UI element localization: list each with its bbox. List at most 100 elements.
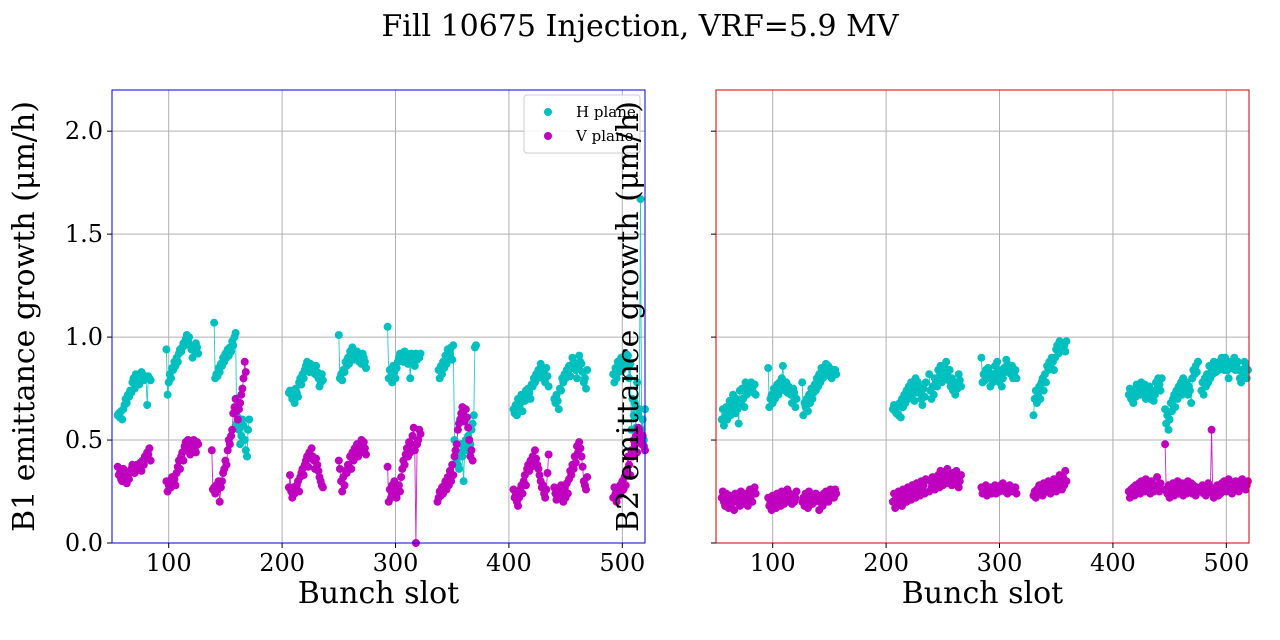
- data-point-h-plane: [1062, 337, 1071, 346]
- data-point-v-plane: [569, 464, 578, 473]
- data-point-v-plane: [392, 493, 401, 502]
- data-point-v-plane: [544, 450, 553, 459]
- x-tick-label: 300: [977, 549, 1023, 577]
- data-point-h-plane: [526, 394, 535, 403]
- data-point-h-plane: [993, 357, 1002, 366]
- data-point-h-plane: [583, 366, 592, 374]
- data-point-h-plane: [1194, 357, 1202, 366]
- data-point-v-plane: [194, 440, 203, 449]
- data-point-v-plane: [139, 460, 148, 469]
- data-point-v-plane: [299, 471, 308, 480]
- data-point-v-plane: [957, 471, 965, 480]
- data-point-h-plane: [392, 364, 401, 372]
- b1-ticks: 100 200 300 400 500 0.0 0.5 1.0 1.5 2.0: [65, 117, 645, 577]
- data-point-v-plane: [394, 481, 403, 490]
- data-point-v-plane: [1156, 479, 1165, 488]
- data-point-h-plane: [1156, 386, 1165, 395]
- data-point-v-plane: [1012, 489, 1021, 498]
- data-point-h-plane: [919, 384, 928, 393]
- data-point-v-plane: [215, 497, 224, 506]
- data-point-v-plane: [452, 440, 461, 449]
- data-point-v-plane: [218, 477, 226, 486]
- data-point-h-plane: [244, 425, 253, 434]
- data-point-h-plane: [750, 380, 759, 389]
- data-point-h-plane: [1224, 374, 1233, 383]
- data-point-h-plane: [998, 374, 1007, 383]
- data-point-v-plane: [571, 458, 580, 467]
- data-point-v-plane: [334, 456, 343, 465]
- data-point-v-plane: [318, 483, 327, 492]
- data-point-h-plane: [1149, 396, 1158, 405]
- b1-points: [113, 195, 649, 547]
- data-point-h-plane: [1171, 403, 1180, 412]
- data-point-h-plane: [1049, 366, 1058, 374]
- data-point-v-plane: [468, 456, 477, 465]
- legend-label-v-plane: V plane: [575, 127, 634, 145]
- data-point-v-plane: [236, 399, 245, 407]
- data-point-h-plane: [554, 405, 563, 414]
- y-tick-label: 1.5: [65, 220, 103, 248]
- data-point-v-plane: [144, 450, 153, 459]
- data-point-h-plane: [334, 331, 343, 339]
- data-point-v-plane: [228, 425, 237, 434]
- data-point-h-plane: [719, 421, 728, 430]
- data-point-v-plane: [630, 440, 639, 449]
- data-point-h-plane: [832, 370, 841, 379]
- data-point-h-plane: [997, 382, 1006, 391]
- data-point-h-plane: [445, 349, 454, 358]
- data-point-v-plane: [575, 438, 584, 447]
- data-point-h-plane: [1011, 366, 1020, 374]
- data-point-v-plane: [119, 464, 128, 473]
- data-point-h-plane: [1233, 357, 1242, 366]
- data-point-v-plane: [222, 460, 231, 469]
- data-point-h-plane: [557, 386, 566, 395]
- b1-legend: H plane V plane: [523, 94, 641, 154]
- data-point-v-plane: [359, 438, 368, 447]
- data-point-h-plane: [290, 399, 299, 407]
- data-point-v-plane: [1062, 477, 1071, 486]
- data-point-h-plane: [566, 372, 575, 381]
- data-point-v-plane: [943, 464, 952, 473]
- data-point-h-plane: [626, 359, 635, 368]
- data-point-h-plane: [575, 351, 584, 360]
- data-point-v-plane: [295, 487, 304, 496]
- data-point-h-plane: [469, 411, 478, 420]
- data-point-h-plane: [1042, 378, 1050, 387]
- data-point-h-plane: [896, 413, 905, 422]
- data-point-h-plane: [1029, 411, 1038, 420]
- data-point-v-plane: [313, 460, 322, 469]
- data-point-v-plane: [312, 454, 321, 463]
- data-point-v-plane: [518, 489, 527, 498]
- data-point-h-plane: [317, 370, 326, 379]
- x-tick-label: 400: [1090, 549, 1136, 577]
- data-point-v-plane: [216, 483, 225, 492]
- data-point-h-plane: [951, 390, 960, 399]
- data-point-v-plane: [447, 477, 456, 486]
- data-point-h-plane: [299, 374, 308, 383]
- data-point-h-plane: [1243, 366, 1252, 374]
- data-point-h-plane: [954, 370, 963, 379]
- data-point-h-plane: [1237, 378, 1246, 387]
- data-point-v-plane: [239, 374, 248, 383]
- data-point-v-plane: [582, 485, 590, 494]
- data-point-v-plane: [223, 446, 232, 455]
- data-point-v-plane: [449, 471, 458, 480]
- legend-marker-v-plane: [544, 132, 552, 140]
- data-point-v-plane: [407, 440, 416, 449]
- data-point-h-plane: [544, 382, 553, 391]
- data-point-h-plane: [1192, 368, 1201, 377]
- data-point-h-plane: [173, 357, 182, 366]
- data-point-v-plane: [750, 483, 759, 492]
- data-point-h-plane: [1129, 399, 1138, 407]
- data-point-v-plane: [397, 473, 406, 482]
- data-point-v-plane: [448, 460, 457, 469]
- data-point-h-plane: [391, 374, 400, 383]
- data-point-v-plane: [286, 471, 294, 480]
- y-tick-label: 0.5: [65, 426, 103, 454]
- data-point-v-plane: [1061, 466, 1070, 475]
- panel-b2: 100 200 300 400 500 Bunch slot B2 emittance …: [611, 89, 1252, 611]
- data-point-v-plane: [583, 473, 592, 482]
- data-point-h-plane: [1061, 347, 1070, 356]
- data-point-v-plane: [241, 368, 250, 377]
- data-point-h-plane: [738, 384, 747, 393]
